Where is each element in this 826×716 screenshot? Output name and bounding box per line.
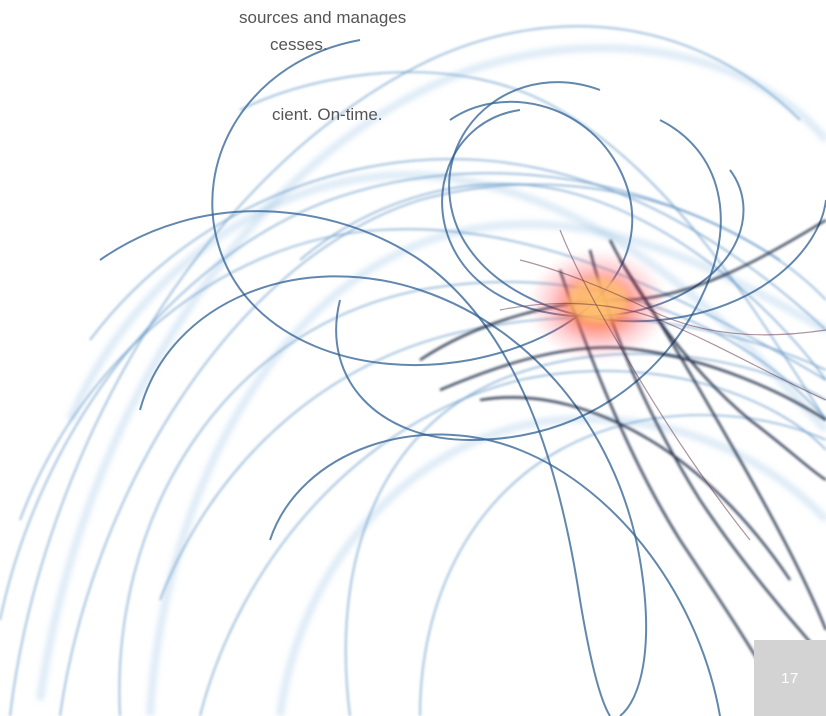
curves-halo-layer xyxy=(36,44,826,716)
page-number-box: 17 xyxy=(754,640,826,716)
body-text-line: cient. On-time. xyxy=(272,105,383,124)
body-text-line: cesses. xyxy=(270,35,328,54)
curves-loop-layer xyxy=(99,39,826,716)
curves-blue-layer xyxy=(0,25,826,716)
curves-highlight-layer xyxy=(499,229,826,541)
body-text-line: sources and manages xyxy=(239,8,407,27)
page-number: 17 xyxy=(781,669,799,687)
